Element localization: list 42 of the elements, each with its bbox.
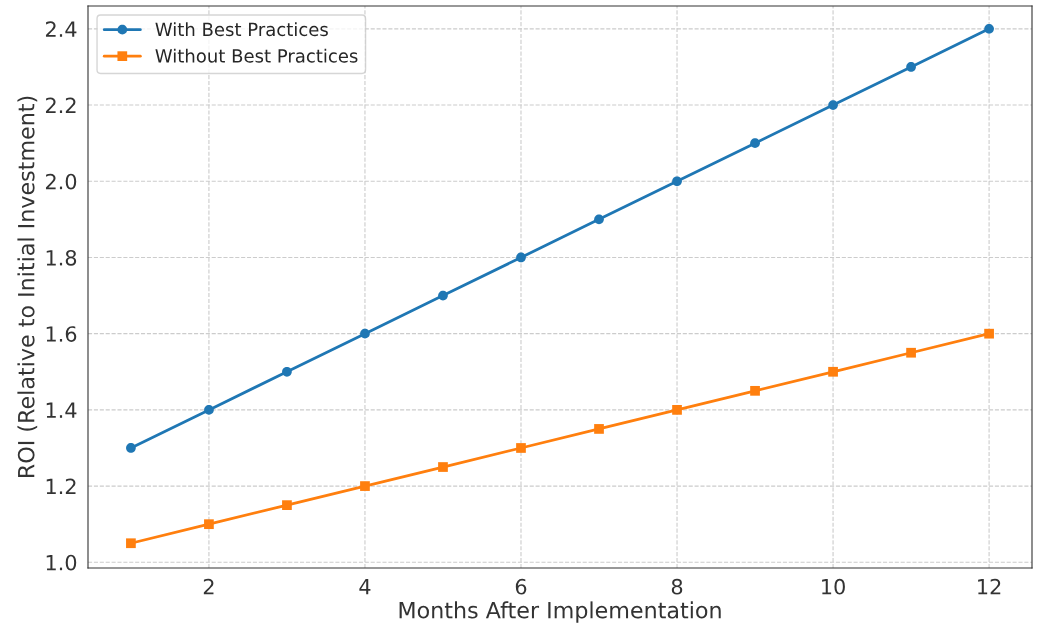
y-tick-label: 1.4 [46, 402, 77, 418]
point [126, 443, 136, 453]
x-tick-label: 8 [671, 578, 683, 595]
point [360, 328, 370, 339]
point [516, 443, 526, 453]
point [594, 214, 604, 225]
x-tick-label: 12 [978, 578, 1001, 595]
point [438, 462, 448, 472]
point [672, 176, 682, 187]
point [828, 366, 838, 377]
point [906, 62, 916, 72]
point [906, 347, 916, 358]
x-axis-title: Months After Implementation [399, 601, 721, 623]
point [204, 519, 214, 530]
point [750, 385, 760, 396]
point [126, 538, 136, 549]
y-tick-label: 2.2 [45, 97, 76, 113]
x-tick-label: 10 [822, 578, 845, 595]
y-tick-label: 2.4 [45, 21, 77, 37]
point [282, 366, 292, 377]
point [828, 100, 838, 110]
point [360, 481, 370, 491]
legend-label: With Best Practices [155, 22, 328, 37]
y-axis-title: ROI (Relative to Initial Investment) [17, 96, 38, 477]
x-tick-label: 6 [515, 578, 527, 595]
y-tick-label: 2.0 [45, 173, 77, 190]
point [204, 405, 214, 415]
point [438, 290, 448, 301]
point [282, 500, 292, 510]
point [594, 424, 604, 434]
x-tick-label: 4 [359, 579, 371, 595]
y-tick-label: 1.6 [46, 326, 77, 342]
x-tick-label: 2 [203, 578, 214, 595]
point [672, 405, 682, 415]
y-tick-label: 1.2 [46, 478, 76, 494]
point [516, 252, 526, 263]
y-tick-label: 1.0 [46, 554, 77, 571]
point [750, 138, 760, 149]
point [984, 24, 994, 34]
y-tick-label: 1.8 [46, 249, 77, 266]
point [984, 328, 994, 339]
legend-label: Without Best Practices [155, 48, 358, 63]
